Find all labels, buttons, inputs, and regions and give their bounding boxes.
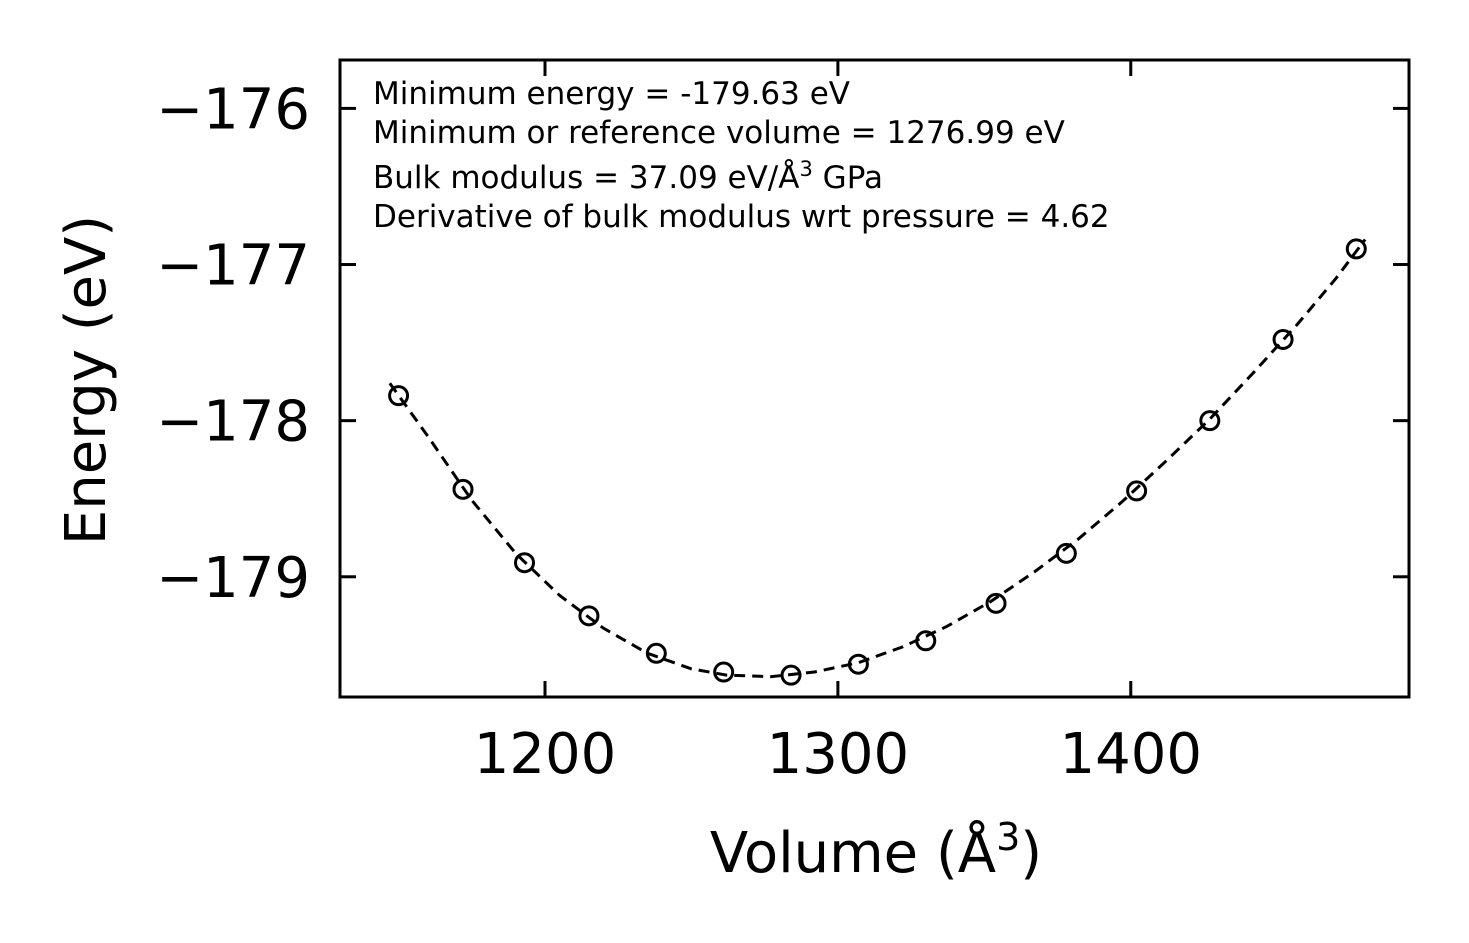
annotation-min-energy: Minimum energy = -179.63 eV [373, 76, 850, 112]
plot-frame [338, 58, 1411, 699]
data-point [1199, 410, 1221, 432]
y-tick-label: −177 [156, 234, 310, 299]
x-axis: 1200 1300 1400 [474, 60, 1202, 787]
annotation-min-volume: Minimum or reference volume = 1276.99 eV [373, 115, 1065, 151]
data-point [1345, 238, 1367, 260]
data-point [514, 552, 536, 574]
data-point [1055, 542, 1077, 564]
data-point [645, 642, 667, 664]
data-points [388, 238, 1367, 686]
data-point [578, 605, 600, 627]
data-point [713, 661, 735, 683]
annotation-box: Minimum energy = -179.63 eV Minimum or r… [373, 76, 1110, 235]
annotation-bulk-modulus: Bulk modulus = 37.09 eV/Å3 GPa [373, 157, 883, 196]
y-axis: −176 −177 −178 −179 [156, 77, 1409, 611]
data-point [915, 630, 937, 652]
fit-curve [388, 238, 1367, 679]
data-point [780, 664, 802, 686]
y-tick-label: −176 [156, 77, 310, 142]
data-point [1272, 328, 1294, 350]
data-point [985, 592, 1007, 614]
y-tick-label: −179 [156, 546, 310, 611]
data-point [452, 478, 474, 500]
data-point [388, 385, 410, 407]
x-axis-label: Volume (Å3) [710, 815, 1042, 886]
x-tick-label: 1200 [474, 722, 617, 787]
y-axis-label: Energy (eV) [54, 215, 119, 545]
data-point [847, 653, 869, 675]
x-tick-label: 1300 [767, 722, 910, 787]
data-point [1126, 480, 1148, 502]
annotation-bulk-derivative: Derivative of bulk modulus wrt pressure … [373, 199, 1110, 235]
x-tick-label: 1400 [1060, 722, 1203, 787]
y-tick-label: −178 [156, 390, 310, 455]
